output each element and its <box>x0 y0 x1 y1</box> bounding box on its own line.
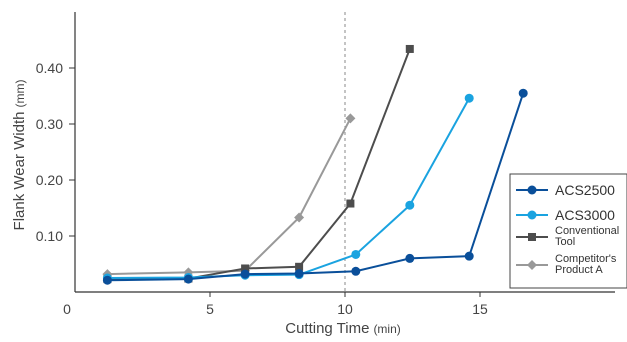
data-point <box>240 269 250 279</box>
y-tick-label: 0.40 <box>36 60 63 76</box>
data-point <box>351 249 361 259</box>
legend-label: Conventional <box>555 225 619 237</box>
data-point <box>405 44 414 53</box>
series-line <box>107 92 525 282</box>
data-point <box>518 88 528 98</box>
y-axis-title-unit: (mm) <box>13 80 27 108</box>
data-point <box>464 93 474 103</box>
series-conventional-tool <box>103 44 414 284</box>
x-tick-label: 0 <box>63 301 71 317</box>
data-point <box>102 275 112 285</box>
data-point <box>464 251 474 261</box>
x-tick-label: 15 <box>472 301 488 317</box>
x-axis-title-unit: (min) <box>373 322 400 336</box>
legend-label: Competitor's <box>555 253 617 265</box>
y-tick-label: 0.20 <box>36 172 63 188</box>
series-line <box>107 97 471 279</box>
x-axis-title-text: Cutting Time <box>285 320 369 337</box>
series-acs2500 <box>102 88 528 285</box>
legend-item: ACS2500 <box>516 182 615 198</box>
x-axis-title: Cutting Time (min) <box>285 320 401 337</box>
data-point <box>295 262 304 271</box>
legend-label: Product A <box>555 264 603 276</box>
data-point <box>405 253 415 263</box>
legend-label: ACS3000 <box>555 207 615 223</box>
series-line <box>107 117 352 276</box>
series-acs3000 <box>102 93 474 283</box>
plot-area: 0.10 0.20 0.30 0.40 0 5 10 15 <box>36 12 615 317</box>
data-point <box>351 266 361 276</box>
y-tick-label: 0.30 <box>36 116 63 132</box>
legend-item: ACS3000 <box>516 207 615 223</box>
x-tick-layer: 0 5 10 15 <box>63 292 488 317</box>
data-point <box>241 264 250 273</box>
x-tick-label: 5 <box>206 301 214 317</box>
y-axis-title-text: Flank Wear Width <box>11 112 28 231</box>
x-tick-label: 10 <box>337 301 353 317</box>
y-tick-label: 0.10 <box>36 228 63 244</box>
series-competitor-s-product-a <box>102 113 356 280</box>
series-line <box>107 48 411 281</box>
data-point <box>294 269 304 279</box>
data-point <box>345 113 356 124</box>
legend-swatch-marker <box>527 260 537 270</box>
y-axis-title: Flank Wear Width (mm) <box>11 80 28 231</box>
legend-swatch-marker <box>527 185 537 195</box>
y-tick-layer: 0.10 0.20 0.30 0.40 <box>36 60 75 244</box>
data-point <box>405 200 415 210</box>
legend-label: ACS2500 <box>555 182 615 198</box>
legend-swatch-marker <box>527 210 537 220</box>
data-point <box>183 274 193 284</box>
legend-label: Tool <box>555 236 575 248</box>
data-point <box>346 199 355 208</box>
series-layer <box>102 44 528 285</box>
legend-swatch-marker <box>528 233 536 241</box>
data-point <box>294 212 305 223</box>
